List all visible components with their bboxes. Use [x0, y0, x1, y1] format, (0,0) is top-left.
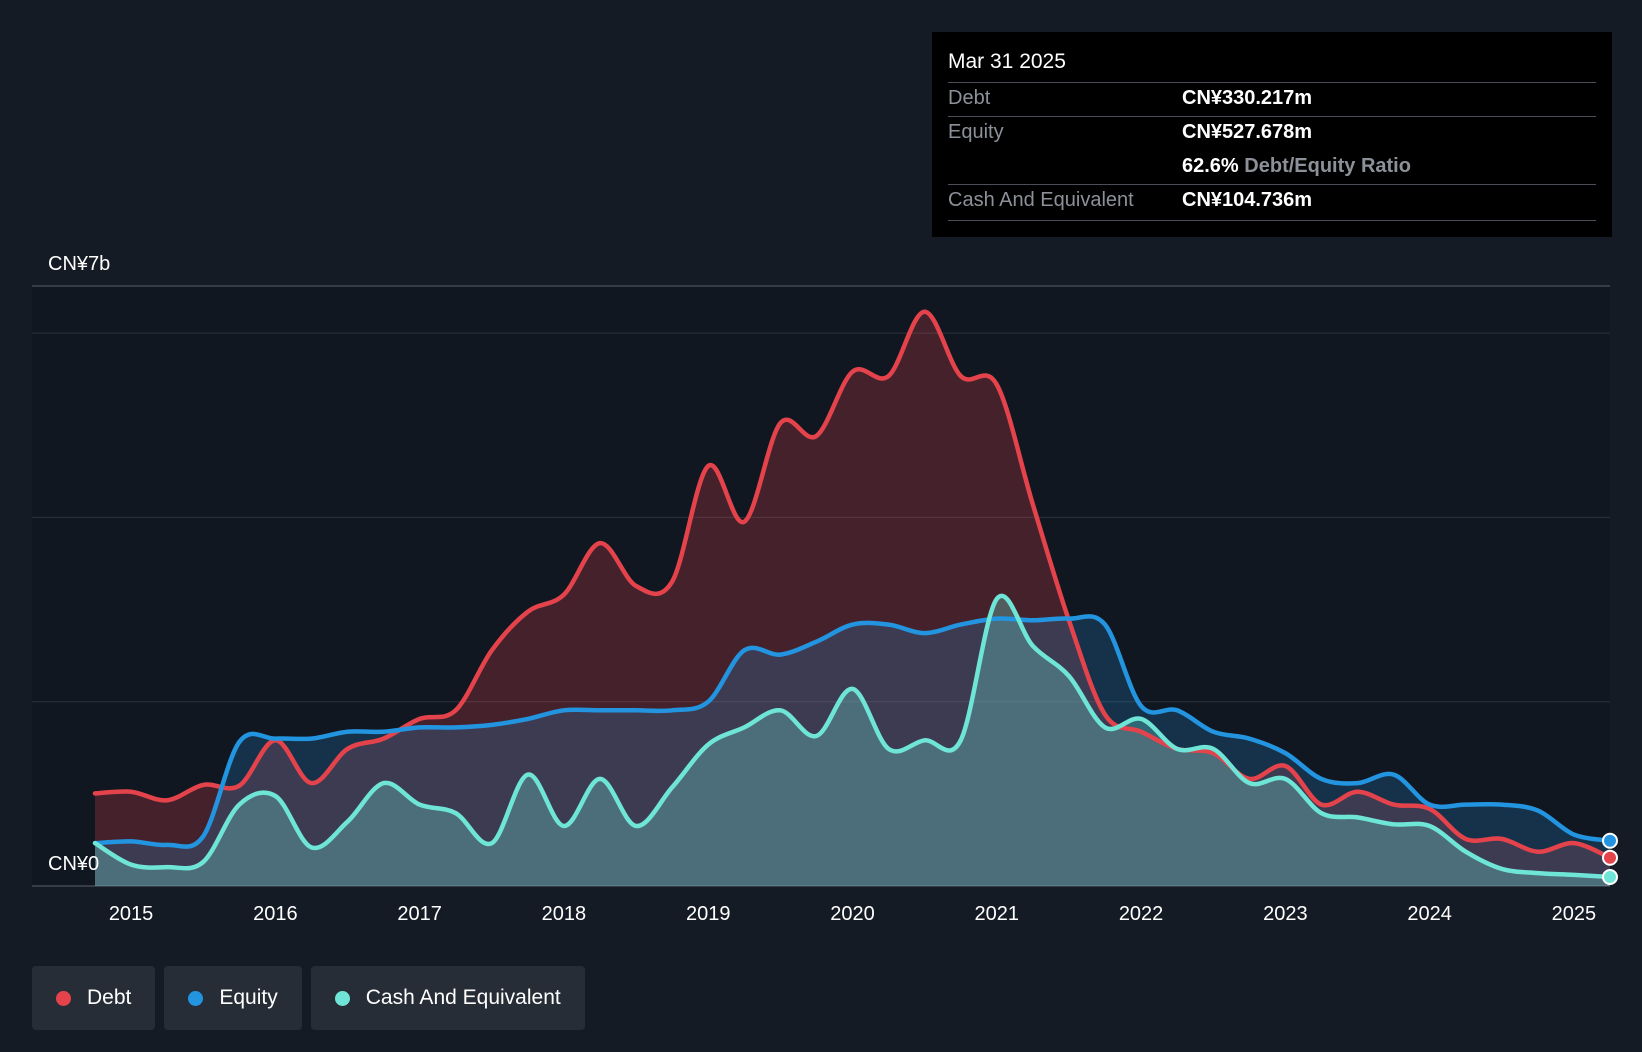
equity-end-marker	[1602, 832, 1618, 849]
x-tick-label: 2021	[975, 903, 1020, 925]
x-tick-label: 2022	[1119, 903, 1164, 925]
tooltip-divider	[948, 82, 1596, 83]
x-tick-label: 2023	[1263, 903, 1308, 925]
plot-background	[32, 286, 1610, 886]
x-axis-ticks: 2015 2016 2017 2018 2019 2020 2021 2022 2023 2024…	[109, 903, 1596, 925]
tooltip-divider	[948, 184, 1596, 185]
x-tick-label: 2015	[109, 903, 154, 925]
y-axis-bottom-label: CN¥0	[48, 853, 99, 875]
tooltip-cash-label: Cash And Equivalent	[948, 189, 1134, 211]
series-lines	[92, 309, 1613, 880]
x-tick-label: 2024	[1407, 903, 1452, 925]
legend-debt-label: Debt	[87, 986, 132, 1009]
legend-item-cash[interactable]: Cash And Equivalent	[310, 966, 585, 1030]
cash-line	[92, 593, 1613, 880]
x-tick-label: 2020	[830, 903, 875, 925]
legend-cash-label: Cash And Equivalent	[365, 986, 561, 1009]
x-tick-label: 2017	[397, 903, 442, 925]
debt-line	[92, 309, 1613, 860]
series-areas	[95, 311, 1610, 886]
y-axis-top-label: CN¥7b	[48, 253, 110, 275]
tooltip-divider	[948, 116, 1596, 117]
legend-item-debt[interactable]: Debt	[32, 966, 156, 1030]
cash-dot-icon	[334, 990, 350, 1006]
tooltip-ratio-label: Debt/Equity Ratio	[1244, 155, 1411, 177]
debt-dot-icon	[56, 990, 71, 1006]
legend-equity-label: Equity	[219, 986, 278, 1009]
equity-dot-icon	[188, 990, 204, 1006]
tooltip-equity-label: Equity	[948, 121, 1004, 143]
debt-area	[95, 311, 1610, 886]
cash-area	[95, 595, 1610, 886]
cash-end-marker	[1602, 869, 1618, 885]
equity-area	[95, 616, 1610, 886]
tooltip-ratio: 62.6% Debt/Equity Ratio	[1182, 155, 1411, 178]
tooltip-cash-value: CN¥104.736m	[1182, 189, 1313, 211]
x-tick-label: 2025	[1552, 903, 1597, 925]
tooltip-divider	[948, 220, 1596, 221]
x-tick-label: 2018	[542, 903, 587, 925]
x-tick-label: 2019	[686, 903, 731, 925]
tooltip-panel: Mar 31 2025 Debt CN¥330.217m Equity CN¥5…	[932, 32, 1612, 237]
x-tick-label: 2016	[253, 903, 298, 925]
legend: Debt Equity Cash And Equivalent	[32, 966, 585, 1030]
tooltip-date: Mar 31 2025	[948, 50, 1066, 73]
equity-line	[92, 614, 1613, 849]
debt-end-marker	[1602, 849, 1618, 866]
legend-item-equity[interactable]: Equity	[164, 966, 302, 1030]
gridlines	[32, 285, 1610, 887]
tooltip-ratio-percent: 62.6%	[1182, 155, 1239, 177]
tooltip-equity-value: CN¥527.678m	[1182, 121, 1313, 143]
tooltip-debt-label: Debt	[948, 87, 991, 109]
end-markers	[1602, 832, 1618, 885]
tooltip-debt-value: CN¥330.217m	[1182, 87, 1313, 109]
